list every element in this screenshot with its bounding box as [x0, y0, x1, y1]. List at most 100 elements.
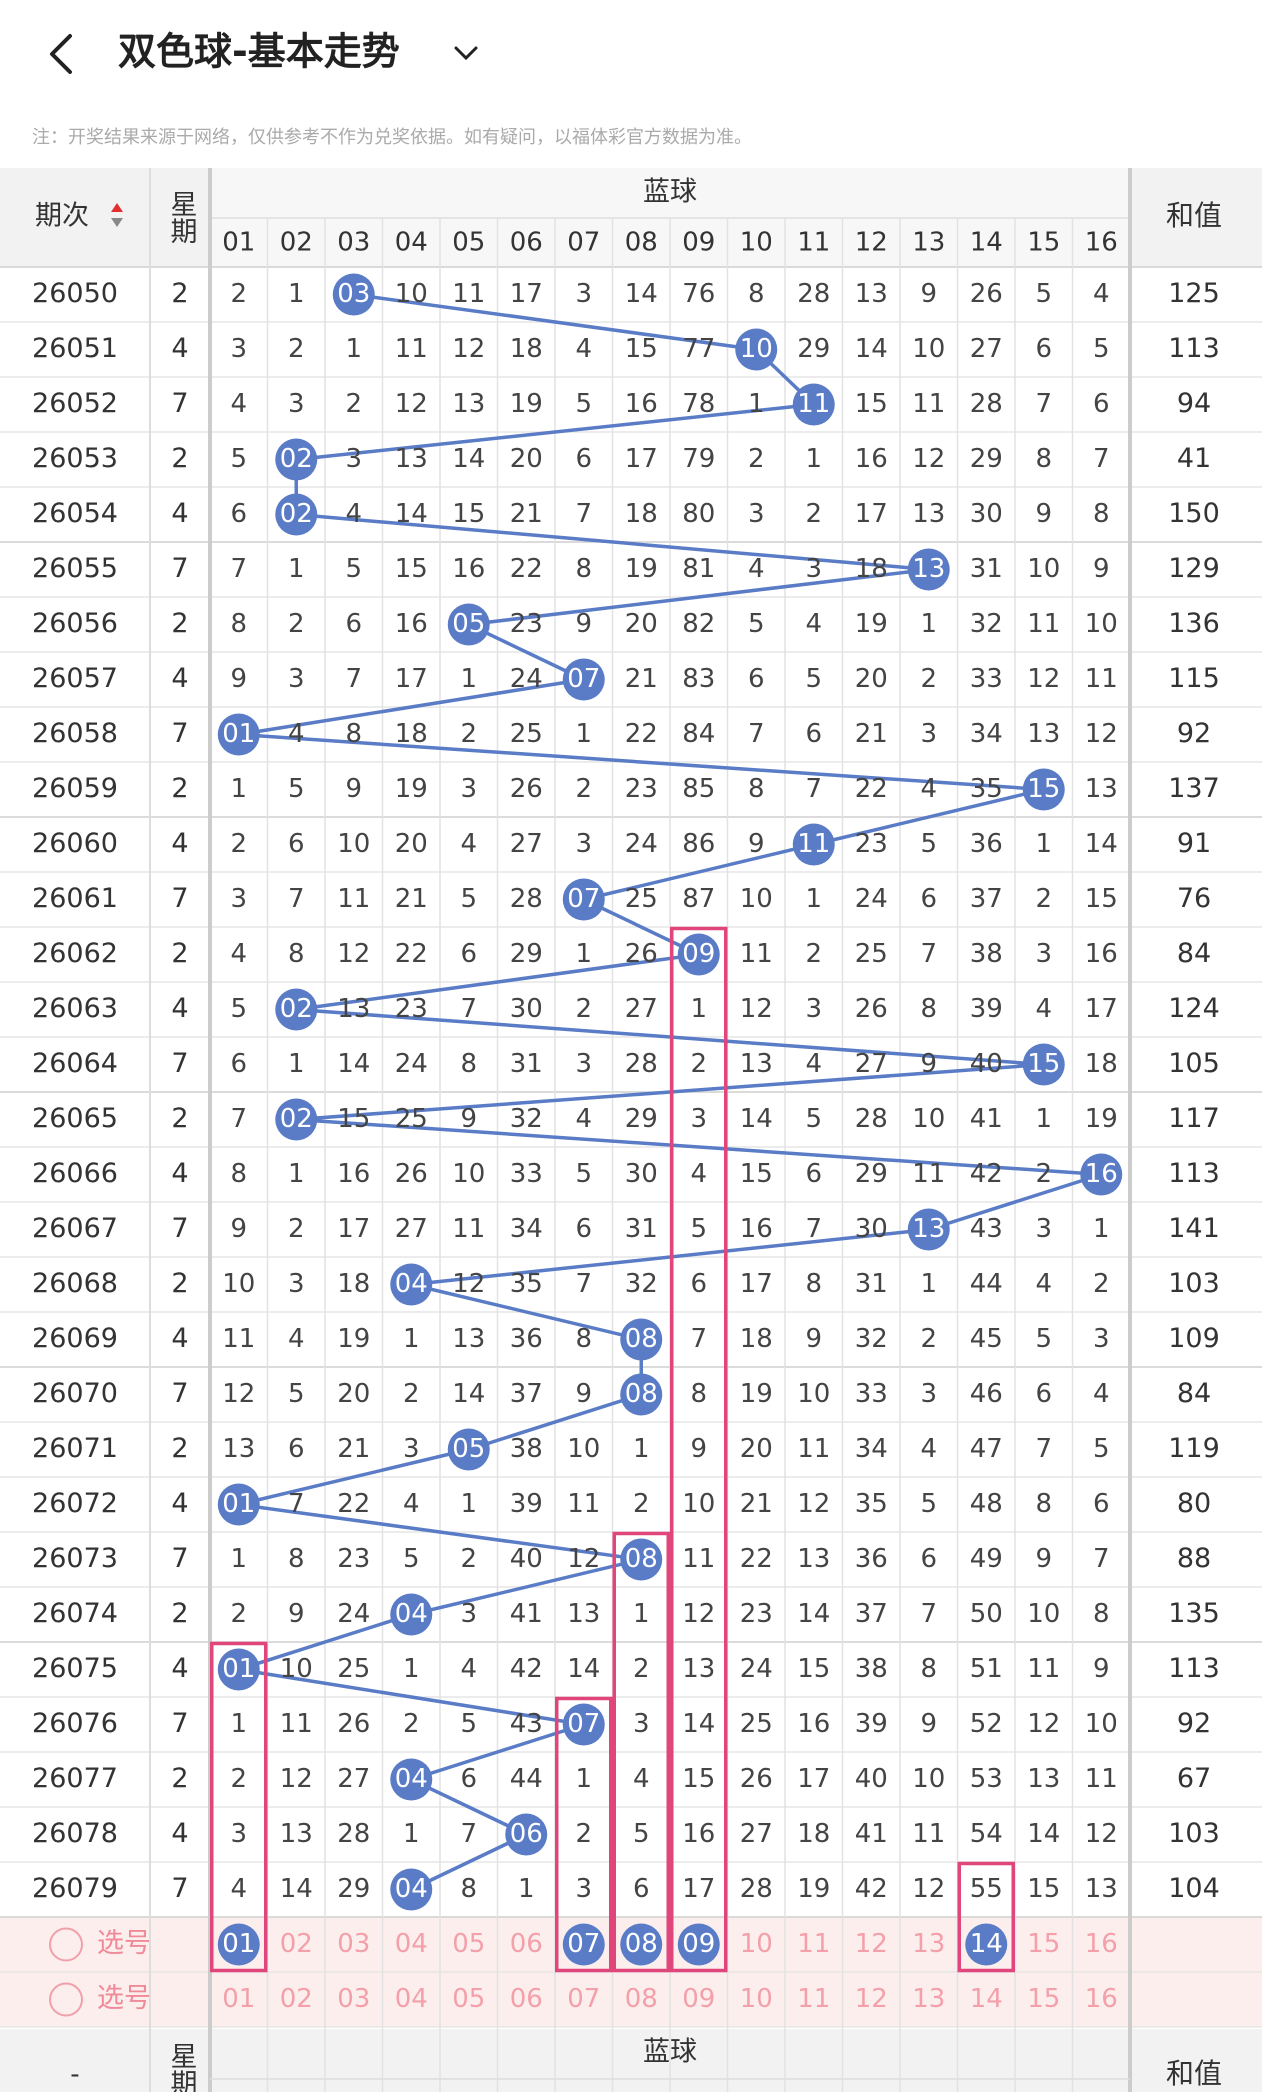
period: 26071	[32, 1433, 118, 1464]
sort-icon[interactable]	[111, 203, 123, 212]
miss-count: 4	[805, 1049, 822, 1079]
miss-count: 35	[970, 774, 1003, 804]
miss-count: 2	[288, 1214, 305, 1244]
miss-count: 14	[797, 1599, 830, 1629]
miss-count: 9	[920, 1049, 937, 1079]
miss-count: 23	[337, 1544, 370, 1574]
selected-number[interactable]: 09	[682, 1929, 715, 1959]
ball-marker	[217, 1483, 260, 1526]
miss-count: 13	[740, 1049, 773, 1079]
pick-number[interactable]: 05	[452, 1929, 485, 1959]
hit-number: 04	[395, 1599, 428, 1629]
miss-count: 40	[970, 1049, 1003, 1079]
pick-number[interactable]: 12	[855, 1929, 888, 1959]
pick-number[interactable]: 07	[567, 1984, 600, 2014]
pick-number[interactable]: 11	[797, 1984, 830, 2014]
miss-count: 1	[633, 1599, 650, 1629]
miss-count: 15	[1085, 884, 1118, 914]
pick-number[interactable]: 13	[912, 1929, 945, 1959]
selected-number[interactable]: 01	[222, 1929, 255, 1959]
pick-number[interactable]: 06	[510, 1929, 543, 1959]
miss-count: 4	[633, 1764, 650, 1794]
hit-number: 10	[740, 334, 773, 364]
pick-number[interactable]: 01	[222, 1984, 255, 2014]
period: 26066	[32, 1158, 118, 1189]
miss-count: 18	[625, 499, 658, 529]
miss-count: 5	[288, 1379, 305, 1409]
miss-count: 1	[518, 1874, 535, 1904]
miss-count: 10	[337, 829, 370, 859]
miss-count: 7	[460, 994, 477, 1024]
miss-count: 29	[855, 1159, 888, 1189]
pick-number[interactable]: 16	[1085, 1929, 1118, 1959]
dropdown-toggle[interactable]	[454, 46, 478, 61]
pick-number[interactable]: 14	[970, 1984, 1003, 2014]
selected-number[interactable]: 14	[970, 1929, 1003, 1959]
miss-count: 13	[855, 279, 888, 309]
select-radio[interactable]	[49, 1927, 83, 1962]
pick-number[interactable]: 02	[280, 1929, 313, 1959]
miss-count: 5	[1035, 1324, 1052, 1354]
select-radio[interactable]	[49, 1982, 83, 2017]
miss-count: 21	[625, 664, 658, 694]
miss-count: 9	[345, 774, 362, 804]
weekday: 7	[171, 1708, 188, 1739]
pick-number[interactable]: 03	[337, 1984, 370, 2014]
miss-count: 25	[625, 884, 658, 914]
period: 26067	[32, 1213, 118, 1244]
miss-count: 38	[855, 1654, 888, 1684]
weekday-header: 星期	[166, 190, 197, 244]
miss-count: 32	[855, 1324, 888, 1354]
miss-count: 17	[510, 279, 543, 309]
miss-count: 24	[625, 829, 658, 859]
pick-number[interactable]: 02	[280, 1984, 313, 2014]
miss-count: 1	[575, 939, 592, 969]
hit-number: 05	[452, 609, 485, 639]
miss-count: 10	[912, 1764, 945, 1794]
pick-number[interactable]: 06	[510, 1984, 543, 2014]
miss-count: 36	[970, 829, 1003, 859]
selected-number[interactable]: 08	[625, 1929, 658, 1959]
miss-count: 11	[912, 1819, 945, 1849]
pick-number[interactable]: 13	[912, 1984, 945, 2014]
miss-count: 26	[337, 1709, 370, 1739]
pick-number[interactable]: 10	[740, 1929, 773, 1959]
miss-count: 3	[690, 1104, 707, 1134]
pick-number[interactable]: 08	[625, 1984, 658, 2014]
miss-count: 81	[682, 554, 715, 584]
pick-number[interactable]: 09	[682, 1984, 715, 2014]
pick-number[interactable]: 15	[1027, 1929, 1060, 1959]
miss-count: 41	[970, 1104, 1003, 1134]
miss-count: 1	[1035, 829, 1052, 859]
miss-count: 2	[403, 1709, 420, 1739]
pick-number[interactable]: 04	[395, 1929, 428, 1959]
pick-number[interactable]: 16	[1085, 1984, 1118, 2014]
miss-count: 12	[1085, 1819, 1118, 1849]
miss-count: 9	[920, 1709, 937, 1739]
miss-count: 7	[460, 1819, 477, 1849]
pick-number[interactable]: 12	[855, 1984, 888, 2014]
miss-count: 5	[920, 829, 937, 859]
sum-value: 84	[1177, 1378, 1211, 1409]
pick-number[interactable]: 03	[337, 1929, 370, 1959]
ball-marker	[735, 328, 778, 371]
miss-count: 30	[855, 1214, 888, 1244]
miss-count: 6	[633, 1874, 650, 1904]
period: 26054	[32, 498, 118, 529]
selected-number[interactable]: 07	[567, 1929, 600, 1959]
miss-count: 42	[855, 1874, 888, 1904]
pick-number[interactable]: 05	[452, 1984, 485, 2014]
pick-number[interactable]: 10	[740, 1984, 773, 2014]
period: 26061	[32, 883, 118, 914]
pick-number[interactable]: 15	[1027, 1984, 1060, 2014]
back-button[interactable]	[50, 34, 72, 74]
miss-count: 6	[230, 1049, 247, 1079]
miss-count: 7	[288, 884, 305, 914]
miss-count: 31	[970, 554, 1003, 584]
miss-count: 15	[1027, 1874, 1060, 1904]
miss-count: 10	[682, 1489, 715, 1519]
pick-number[interactable]: 04	[395, 1984, 428, 2014]
miss-count: 1	[230, 1709, 247, 1739]
miss-count: 11	[567, 1489, 600, 1519]
pick-number[interactable]: 11	[797, 1929, 830, 1959]
